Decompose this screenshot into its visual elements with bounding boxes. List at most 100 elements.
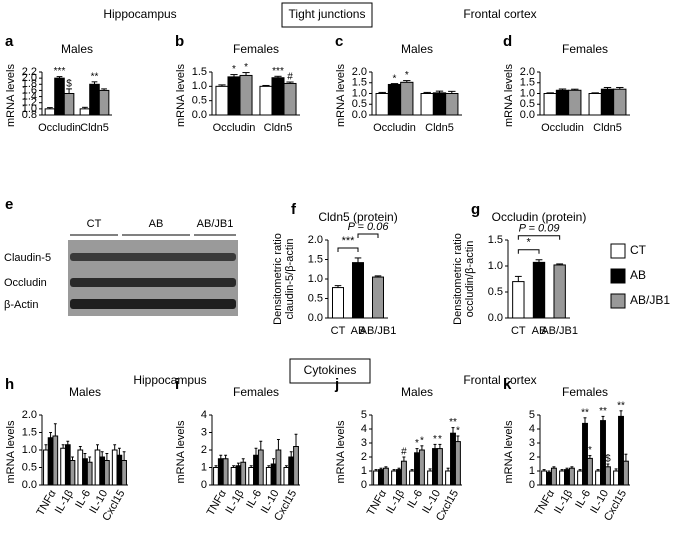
x-tick-label: Occludin — [541, 122, 584, 134]
bar — [79, 108, 91, 116]
significance-mark: * — [232, 64, 236, 75]
significance-mark: # — [287, 72, 293, 83]
bar — [373, 470, 380, 486]
y-tick-label: 1.0 — [488, 260, 503, 272]
bar — [99, 456, 106, 486]
bar — [47, 437, 54, 486]
y-tick-label: 2 — [201, 444, 207, 456]
chart-title: Females — [562, 42, 608, 56]
legend-label: CT — [630, 243, 647, 257]
bar — [235, 465, 242, 486]
bar — [275, 449, 282, 486]
bar — [63, 93, 75, 116]
section-heading: Tight junctions — [289, 7, 366, 21]
section-heading: Frontal cortex — [463, 373, 536, 387]
panel-letter: e — [5, 196, 13, 213]
heading-box — [281, 2, 373, 28]
chart-title: Occludin (protein) — [492, 210, 587, 224]
bar — [550, 467, 557, 486]
blot-group: CT — [87, 218, 102, 230]
x-tick-label: AB — [532, 325, 547, 337]
x-tick-label: Occludin — [38, 122, 81, 134]
bar-chart: d Females mRNA levels 0.00.51.01.52.0 Occlud… — [503, 33, 630, 134]
bar — [265, 467, 272, 486]
bar — [43, 449, 49, 486]
y-tick-label: 1.0 — [520, 87, 535, 99]
y-axis-label: mRNA levels — [503, 64, 515, 127]
blot-band — [70, 278, 236, 287]
y-tick-label: 2.0 — [308, 234, 323, 246]
y-tick-label: 2 — [529, 451, 535, 463]
x-tick-label: Cldn5 — [593, 122, 622, 134]
bar-chart: a Males mRNA levels 0.81.01.21.41.61.82.02.… — [5, 33, 112, 134]
bar — [52, 435, 59, 486]
y-tick-label: 5 — [361, 409, 367, 421]
bar — [89, 83, 100, 116]
y-tick-label: 2.0 — [22, 409, 37, 421]
chart-title: Males — [401, 385, 433, 399]
x-tick-label: CT — [331, 325, 346, 337]
y-tick-label: 5 — [529, 409, 535, 421]
y-tick-label: 1.5 — [488, 234, 503, 246]
bar — [116, 454, 123, 486]
x-tick-label: IL-1β — [384, 488, 407, 516]
bar — [414, 452, 420, 486]
y-tick-label: 3 — [529, 437, 535, 449]
x-tick-label: Cldn5 — [264, 122, 293, 134]
y-tick-label: 4 — [201, 409, 207, 421]
bar — [427, 470, 434, 486]
bar-chart: c Males mRNA levels 0.00.51.01.52.0 Occludin… — [335, 33, 462, 134]
bar — [64, 444, 71, 486]
significance-mark: * — [415, 438, 419, 449]
chart-title: Cldn5 (protein) — [318, 210, 397, 224]
bar — [568, 467, 575, 486]
y-tick-label: 1.6 — [22, 84, 37, 96]
y-tick-label: 1.0 — [22, 103, 37, 115]
y-tick-label: 2.2 — [22, 66, 37, 78]
bar — [121, 460, 127, 486]
x-tick-label: Occludin — [373, 122, 416, 134]
western-blot: e CT AB AB/JB1 Claudin-5 Occludin β-Acti… — [4, 196, 238, 316]
y-tick-label: 4 — [361, 423, 367, 435]
y-tick-label: 0.8 — [22, 109, 37, 121]
bar — [352, 262, 364, 319]
bar — [618, 415, 624, 486]
y-tick-label: 0.0 — [520, 109, 535, 121]
bar — [54, 77, 65, 116]
bar — [396, 469, 402, 486]
x-tick-label: TNFα — [533, 487, 558, 518]
bar — [543, 93, 557, 116]
bar — [445, 93, 459, 116]
bar — [418, 449, 425, 486]
bracket — [517, 235, 561, 240]
bar — [111, 449, 118, 486]
bar — [293, 446, 299, 486]
bar — [553, 264, 566, 319]
y-tick-label: 0.0 — [352, 109, 367, 121]
y-tick-label: 1.5 — [192, 66, 207, 78]
significance-mark: * — [420, 435, 424, 446]
section-heading: Hippocampus — [103, 7, 176, 21]
bar — [94, 449, 101, 486]
y-tick-label: 0.5 — [22, 461, 37, 473]
bar — [595, 470, 602, 486]
significance-mark: * — [244, 62, 248, 73]
x-tick-label: TNFα — [365, 487, 390, 518]
panel-letter: f — [291, 201, 297, 218]
bar — [387, 83, 402, 116]
panel-letter: c — [335, 33, 343, 50]
y-tick-label: 4 — [529, 423, 535, 435]
x-tick-label: IL-1β — [53, 488, 76, 516]
bar — [613, 470, 620, 486]
bracket-label: P = 0.06 — [348, 221, 390, 233]
bar — [445, 470, 452, 486]
bar — [283, 82, 297, 116]
y-tick-label: 1.0 — [308, 273, 323, 285]
y-tick-label: 1 — [361, 465, 367, 477]
x-tick-label: TNFα — [34, 487, 59, 518]
bar — [104, 460, 110, 486]
y-tick-label: 0 — [201, 479, 207, 491]
x-tick-label: CT — [511, 325, 526, 337]
bar — [582, 422, 588, 486]
y-tick-label: 0.5 — [352, 98, 367, 110]
